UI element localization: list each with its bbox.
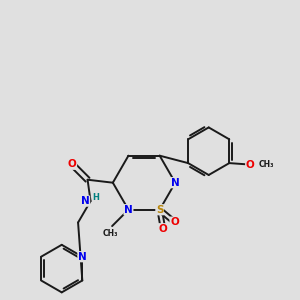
Text: O: O [170, 217, 179, 227]
Text: O: O [159, 224, 167, 234]
Text: CH₃: CH₃ [103, 229, 118, 238]
Text: N: N [171, 178, 180, 188]
Text: O: O [68, 159, 76, 169]
Text: S: S [156, 205, 164, 215]
Text: N: N [81, 196, 90, 206]
Text: N: N [124, 205, 133, 215]
Text: O: O [246, 160, 254, 170]
Text: H: H [92, 193, 99, 202]
Text: CH₃: CH₃ [259, 160, 274, 169]
Text: N: N [78, 252, 87, 262]
